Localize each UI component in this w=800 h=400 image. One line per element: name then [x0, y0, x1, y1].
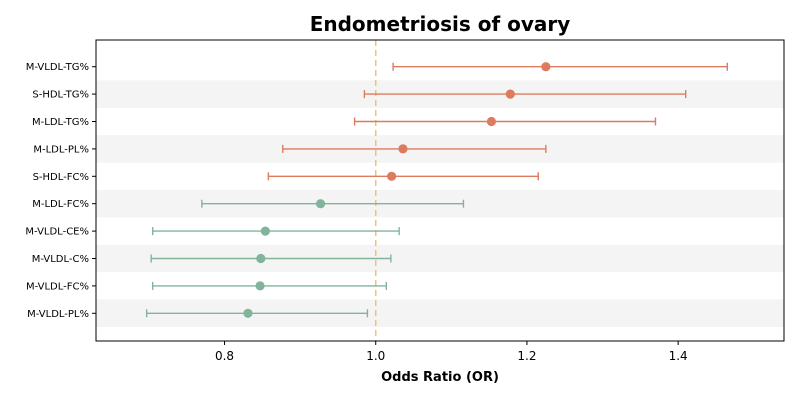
- x-axis: 0.8 1.0 1.2 1.4: [215, 341, 688, 363]
- y-tick-label: M-VLDL-CE%: [25, 227, 89, 238]
- x-tick-label: 0.8: [215, 349, 234, 363]
- point-estimate: [486, 116, 497, 127]
- y-tick-label: M-VLDL-FC%: [26, 281, 89, 292]
- point-estimate: [315, 199, 326, 209]
- plot-frame: [95, 39, 785, 342]
- chart-title: Endometriosis of ovary: [310, 12, 571, 36]
- point-estimate: [243, 308, 253, 318]
- x-axis-label: Odds Ratio (OR): [381, 370, 499, 385]
- y-tick-label: M-LDL-FC%: [32, 199, 89, 210]
- y-tick-label: M-LDL-PL%: [33, 144, 89, 155]
- y-tick-label: M-LDL-TG%: [32, 117, 89, 128]
- x-tick-label: 1.4: [669, 349, 688, 363]
- y-axis: M-VLDL-TG% S-HDL-TG% M-LDL-TG% M-LDL-PL% S-H…: [25, 62, 96, 320]
- y-tick-label: S-HDL-TG%: [32, 90, 89, 101]
- y-tick-label: M-VLDL-TG%: [26, 62, 89, 73]
- y-tick-label: S-HDL-FC%: [33, 172, 89, 183]
- x-tick-label: 1.0: [366, 349, 385, 363]
- point-estimate: [387, 171, 397, 181]
- point-estimate: [255, 281, 265, 291]
- point-estimate: [541, 62, 551, 72]
- y-tick-label: M-VLDL-C%: [32, 254, 89, 265]
- x-tick-label: 1.2: [517, 349, 536, 363]
- y-tick-label: M-VLDL-PL%: [27, 309, 89, 320]
- point-estimate: [505, 89, 515, 99]
- point-estimate: [256, 253, 266, 264]
- point-estimate: [398, 144, 408, 154]
- series-group: [145, 62, 728, 318]
- point-estimate: [260, 226, 270, 236]
